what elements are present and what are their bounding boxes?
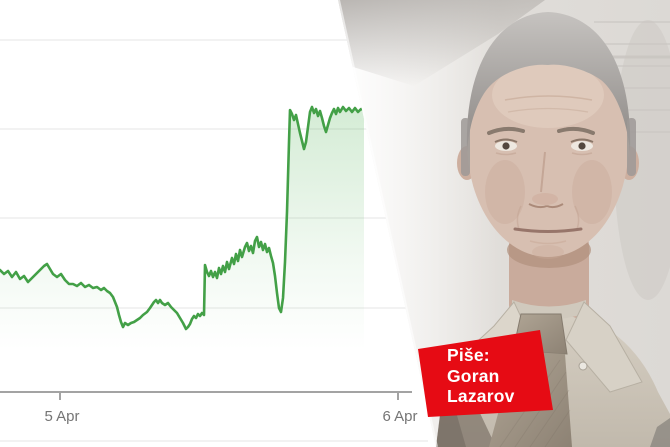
- mouth: [513, 227, 583, 233]
- author-first-name: Goran: [447, 365, 500, 386]
- author-prefix: Piše:: [447, 345, 490, 365]
- collar-right: [565, 301, 643, 393]
- x-tick-label: 5 Apr: [44, 408, 79, 425]
- jacket-corner: [650, 418, 670, 447]
- price-line: [0, 105, 366, 331]
- eyebrows: [487, 126, 525, 135]
- price-area-fill: [0, 107, 364, 392]
- author-last-name: Lazarov: [447, 386, 515, 406]
- man-hair: [466, 12, 631, 152]
- nose: [540, 151, 546, 193]
- eyes: [494, 138, 594, 156]
- wall-corner: [338, 0, 545, 86]
- x-tick-label: 6 Apr: [382, 408, 417, 425]
- shirt-button: [578, 361, 588, 371]
